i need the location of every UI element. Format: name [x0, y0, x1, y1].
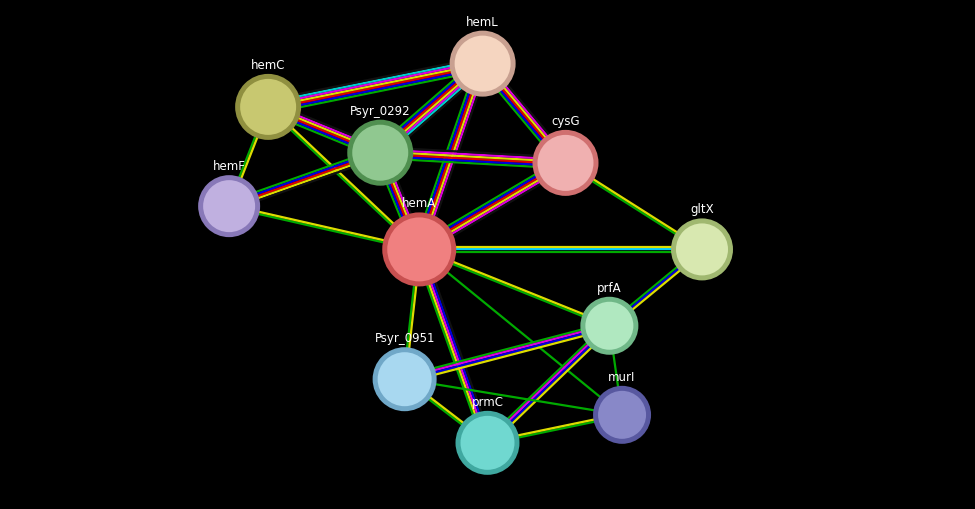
Circle shape [387, 217, 451, 281]
Circle shape [235, 74, 301, 140]
Circle shape [460, 416, 515, 470]
Text: hemA: hemA [402, 197, 437, 210]
Circle shape [455, 411, 520, 475]
Text: hemL: hemL [466, 16, 499, 29]
Text: Psyr_0951: Psyr_0951 [374, 332, 435, 345]
Circle shape [449, 31, 516, 97]
Text: prfA: prfA [597, 282, 622, 295]
Circle shape [352, 125, 409, 181]
Text: hemF: hemF [213, 160, 246, 173]
Circle shape [676, 223, 728, 275]
Text: cysG: cysG [551, 115, 580, 128]
Text: Psyr_0292: Psyr_0292 [350, 105, 410, 118]
Circle shape [198, 175, 260, 237]
Circle shape [377, 352, 432, 406]
Circle shape [593, 386, 651, 444]
Circle shape [598, 391, 646, 439]
Circle shape [671, 218, 733, 280]
Circle shape [580, 297, 639, 355]
Text: murI: murI [608, 371, 636, 384]
Circle shape [347, 120, 413, 186]
Circle shape [537, 135, 594, 191]
Circle shape [585, 302, 634, 350]
Text: gltX: gltX [690, 204, 714, 216]
Circle shape [382, 212, 456, 287]
Circle shape [532, 130, 599, 196]
Circle shape [372, 347, 437, 411]
Circle shape [454, 36, 511, 92]
Circle shape [203, 180, 255, 232]
Circle shape [240, 79, 296, 135]
Text: hemC: hemC [251, 59, 286, 72]
Text: prmC: prmC [472, 396, 503, 409]
